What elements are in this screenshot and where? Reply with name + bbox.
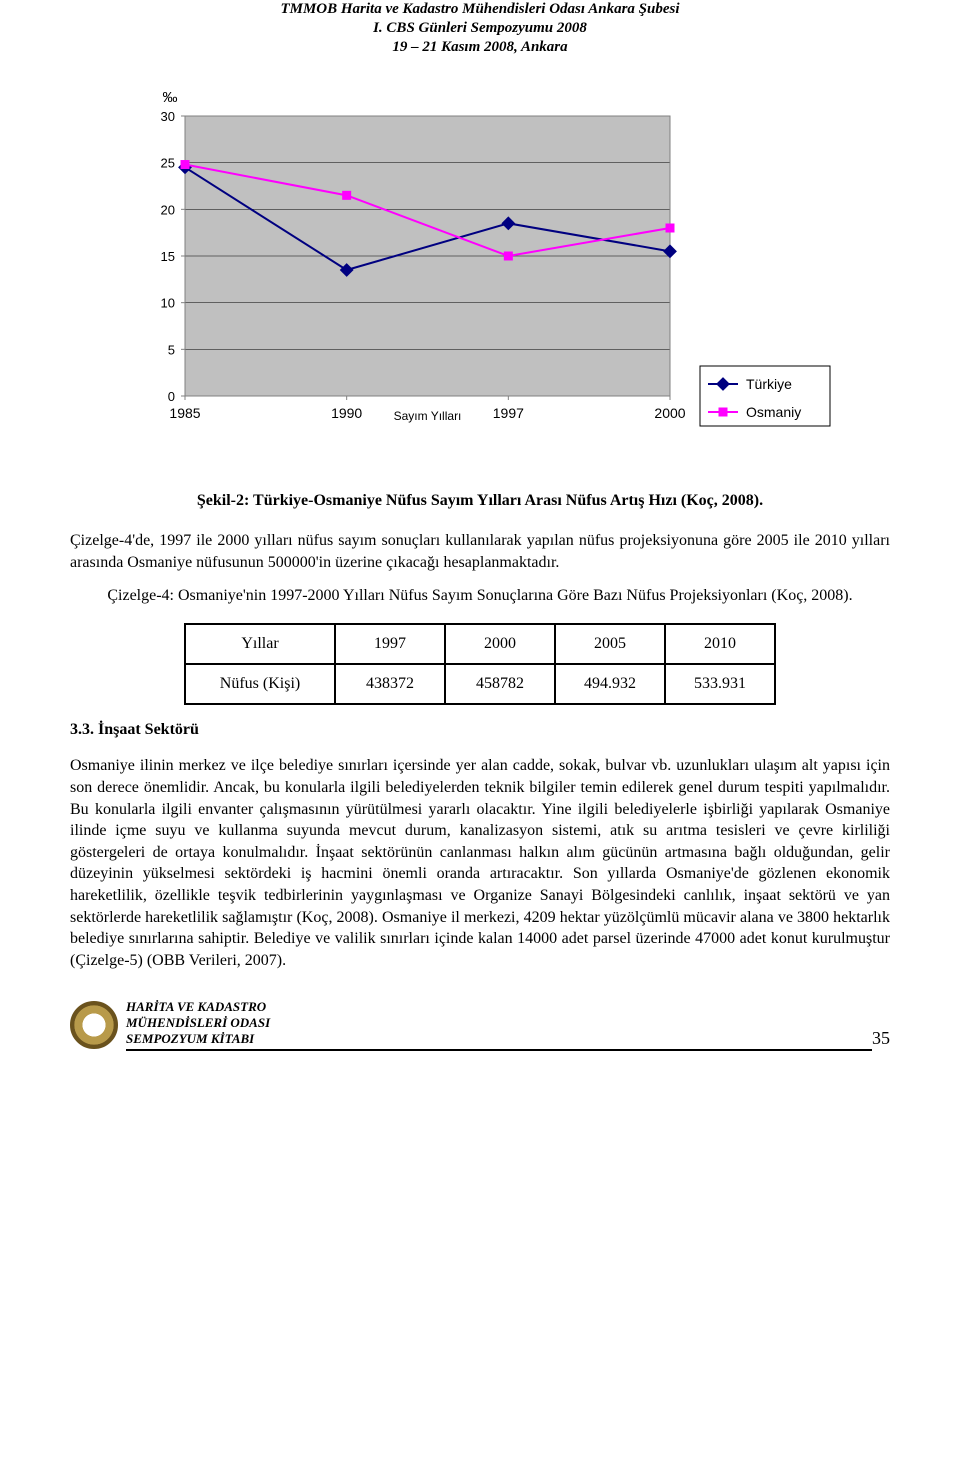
header-line-1: TMMOB Harita ve Kadastro Mühendisleri Od…: [70, 0, 890, 19]
data-table-wrap: Yıllar1997200020052010 Nüfus (Kişi)438372…: [70, 623, 890, 705]
paragraph-after-chart: Çizelge-4'de, 1997 ile 2000 yılları nüfu…: [70, 530, 890, 573]
svg-text:1997: 1997: [493, 405, 524, 421]
section-heading: 3.3. İnşaat Sektörü: [70, 721, 890, 739]
header-line-2: I. CBS Günleri Sempozyumu 2008: [70, 19, 890, 38]
table-header-label: Yıllar: [185, 624, 335, 664]
table-header-cell: 2010: [665, 624, 775, 664]
svg-text:30: 30: [161, 109, 175, 124]
svg-text:1985: 1985: [169, 405, 200, 421]
paragraph-main: Osmaniye ilinin merkez ve ilçe belediye …: [70, 755, 890, 971]
table-row-label: Nüfus (Kişi): [185, 664, 335, 704]
svg-text:2000: 2000: [654, 405, 685, 421]
chart-caption: Şekil-2: Türkiye-Osmaniye Nüfus Sayım Yı…: [70, 492, 890, 510]
page-header: TMMOB Harita ve Kadastro Mühendisleri Od…: [70, 0, 890, 56]
table-cell: 533.931: [665, 664, 775, 704]
data-table: Yıllar1997200020052010 Nüfus (Kişi)438372…: [184, 623, 776, 705]
table-caption: Çizelge-4: Osmaniye'nin 1997-2000 Yıllar…: [70, 587, 890, 605]
page-footer: HARİTA VE KADASTRO MÜHENDİSLERİ ODASI SE…: [70, 999, 890, 1051]
table-cell: 438372: [335, 664, 445, 704]
svg-text:0: 0: [168, 389, 175, 404]
svg-text:15: 15: [161, 249, 175, 264]
table-header-cell: 1997: [335, 624, 445, 664]
svg-text:5: 5: [168, 343, 175, 358]
svg-text:10: 10: [161, 296, 175, 311]
svg-text:Türkiye: Türkiye: [746, 376, 792, 392]
table-cell: 458782: [445, 664, 555, 704]
svg-text:Osmaniy: Osmaniy: [746, 404, 801, 420]
svg-text:25: 25: [161, 156, 175, 171]
footer-line-1: HARİTA VE KADASTRO MÜHENDİSLERİ ODASI: [126, 999, 352, 1030]
table-header-cell: 2005: [555, 624, 665, 664]
svg-text:‰: ‰: [163, 89, 178, 106]
line-chart: 0 5 10 15 20 25 30 1985 1990 1997 2000 Sayım Yıllar…: [100, 78, 890, 478]
table-cell: 494.932: [555, 664, 665, 704]
svg-text:1990: 1990: [331, 405, 362, 421]
page-number: 35: [872, 1028, 890, 1051]
footer-logo-icon: [70, 1001, 118, 1049]
header-line-3: 19 – 21 Kasım 2008, Ankara: [70, 38, 890, 57]
svg-text:20: 20: [161, 203, 175, 218]
svg-text:Sayım Yılları: Sayım Yılları: [394, 409, 462, 423]
footer-line-2: SEMPOZYUM KİTABI: [126, 1031, 352, 1047]
table-header-cell: 2000: [445, 624, 555, 664]
footer-text: HARİTA VE KADASTRO MÜHENDİSLERİ ODASI SE…: [126, 999, 872, 1051]
